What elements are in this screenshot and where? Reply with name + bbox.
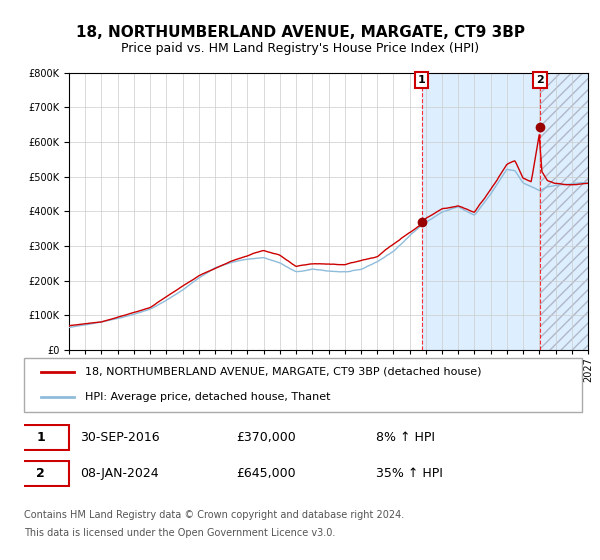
Text: Contains HM Land Registry data © Crown copyright and database right 2024.: Contains HM Land Registry data © Crown c… [24,510,404,520]
FancyBboxPatch shape [13,461,68,487]
Text: This data is licensed under the Open Government Licence v3.0.: This data is licensed under the Open Gov… [24,528,335,538]
Text: 2: 2 [536,74,544,85]
Bar [422,73,540,350]
Bar [540,73,588,350]
Text: 35% ↑ HPI: 35% ↑ HPI [376,467,442,480]
Text: 30-SEP-2016: 30-SEP-2016 [80,431,160,444]
Text: £645,000: £645,000 [236,467,296,480]
Text: 1: 1 [37,431,45,444]
FancyBboxPatch shape [13,424,68,450]
Text: 08-JAN-2024: 08-JAN-2024 [80,467,158,480]
Text: £370,000: £370,000 [236,431,296,444]
FancyBboxPatch shape [24,358,582,412]
Bar [540,73,588,350]
Text: 2: 2 [37,467,45,480]
Text: HPI: Average price, detached house, Thanet: HPI: Average price, detached house, Than… [85,391,331,402]
Text: 1: 1 [418,74,425,85]
Text: Price paid vs. HM Land Registry's House Price Index (HPI): Price paid vs. HM Land Registry's House … [121,42,479,55]
Text: 8% ↑ HPI: 8% ↑ HPI [376,431,434,444]
Text: 18, NORTHUMBERLAND AVENUE, MARGATE, CT9 3BP (detached house): 18, NORTHUMBERLAND AVENUE, MARGATE, CT9 … [85,367,482,377]
Text: 18, NORTHUMBERLAND AVENUE, MARGATE, CT9 3BP: 18, NORTHUMBERLAND AVENUE, MARGATE, CT9 … [76,25,524,40]
